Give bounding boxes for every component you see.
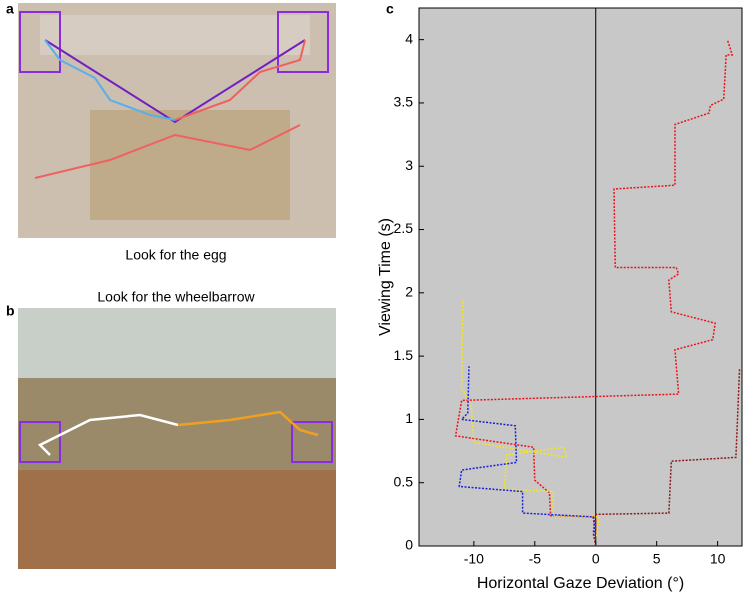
photo-a-detail bbox=[90, 110, 290, 220]
y-tick-label: 1 bbox=[405, 410, 413, 426]
y-tick-label: 0 bbox=[405, 537, 413, 553]
y-tick-label: 4 bbox=[405, 30, 413, 46]
y-tick-label: 0.5 bbox=[394, 473, 414, 489]
y-tick-label: 3.5 bbox=[394, 94, 414, 110]
target-box bbox=[291, 421, 333, 463]
x-tick-label: -5 bbox=[529, 551, 542, 567]
caption: Look for the egg bbox=[125, 247, 226, 263]
x-tick-label: 0 bbox=[592, 551, 600, 567]
guide-line bbox=[44, 39, 306, 124]
panel-label: a bbox=[6, 1, 14, 17]
target-box bbox=[19, 11, 61, 73]
y-tick-label: 2 bbox=[405, 284, 413, 300]
gaze-trace bbox=[454, 39, 734, 540]
photo-a-detail bbox=[40, 15, 310, 55]
x-tick-label: -10 bbox=[464, 551, 484, 567]
x-tick-label: 10 bbox=[710, 551, 726, 567]
target-box bbox=[277, 11, 329, 73]
y-tick-label: 3 bbox=[405, 157, 413, 173]
y-tick-label: 1.5 bbox=[394, 347, 414, 363]
panel-label: b bbox=[6, 303, 15, 319]
gaze-trace bbox=[37, 413, 179, 456]
gaze-trace bbox=[177, 410, 319, 437]
gaze-trace bbox=[34, 124, 301, 179]
gaze-trace bbox=[44, 39, 176, 121]
y-tick-label: 2.5 bbox=[394, 220, 414, 236]
photo-b-sky bbox=[18, 308, 336, 378]
gaze-trace bbox=[174, 39, 306, 121]
y-axis-label: Viewing Time (s) bbox=[377, 218, 394, 336]
gaze-trace bbox=[458, 366, 597, 540]
x-tick-label: 5 bbox=[653, 551, 661, 567]
panel-label: c bbox=[386, 1, 394, 17]
photo-b-ground bbox=[18, 470, 336, 569]
caption: Look for the wheelbarrow bbox=[97, 289, 255, 305]
x-axis-label: Horizontal Gaze Deviation (°) bbox=[477, 575, 684, 592]
gaze-trace bbox=[592, 368, 741, 547]
plot-background bbox=[418, 7, 743, 547]
target-box bbox=[19, 421, 61, 463]
